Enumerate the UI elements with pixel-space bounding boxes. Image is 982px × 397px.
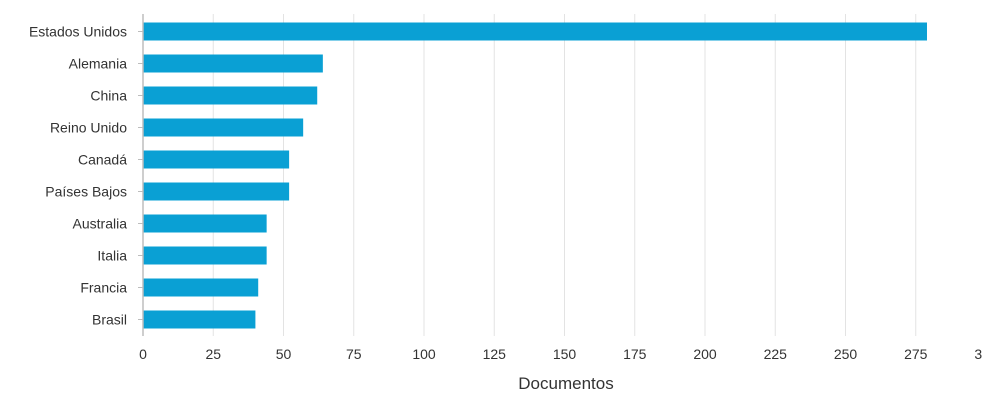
x-tick-label: 200: [693, 346, 717, 362]
category-label: Italia: [97, 248, 127, 264]
category-label: Alemania: [69, 56, 128, 72]
x-tick-label: 275: [904, 346, 928, 362]
x-tick-label: 0: [139, 346, 147, 362]
x-tick-label: 225: [764, 346, 788, 362]
x-tick-label: 250: [834, 346, 858, 362]
x-tick-label: 75: [346, 346, 362, 362]
x-tick-label: 100: [412, 346, 436, 362]
x-tick-label: 150: [553, 346, 577, 362]
x-tick-label: 25: [205, 346, 221, 362]
axes: [138, 14, 144, 336]
category-label: Australia: [73, 216, 128, 232]
bar: [143, 86, 318, 105]
category-label: Reino Unido: [50, 120, 127, 136]
category-label: Estados Unidos: [29, 24, 127, 40]
bar: [143, 118, 304, 137]
x-tick-label: 300: [974, 346, 982, 362]
bar: [143, 150, 290, 169]
bar: [143, 214, 267, 233]
x-axis-title: Documentos: [518, 374, 613, 392]
category-label: Países Bajos: [45, 184, 127, 200]
x-tick-label: 175: [623, 346, 647, 362]
category-label: Francia: [80, 280, 127, 296]
x-tick-label: 50: [276, 346, 292, 362]
category-label: China: [90, 88, 127, 104]
bars: [143, 22, 927, 329]
bar: [143, 246, 267, 265]
labels: 0 25 50 75 100 125 150 175 200 225 250 275 300 Estado…: [29, 24, 982, 363]
x-tick-label: 125: [483, 346, 507, 362]
bar: [143, 22, 927, 41]
grid-lines: [212, 14, 917, 336]
bar: [143, 278, 259, 297]
bar: [143, 54, 323, 73]
category-label: Brasil: [92, 312, 127, 328]
bar: [143, 310, 256, 329]
bar: [143, 182, 290, 201]
category-label: Canadá: [78, 152, 127, 168]
